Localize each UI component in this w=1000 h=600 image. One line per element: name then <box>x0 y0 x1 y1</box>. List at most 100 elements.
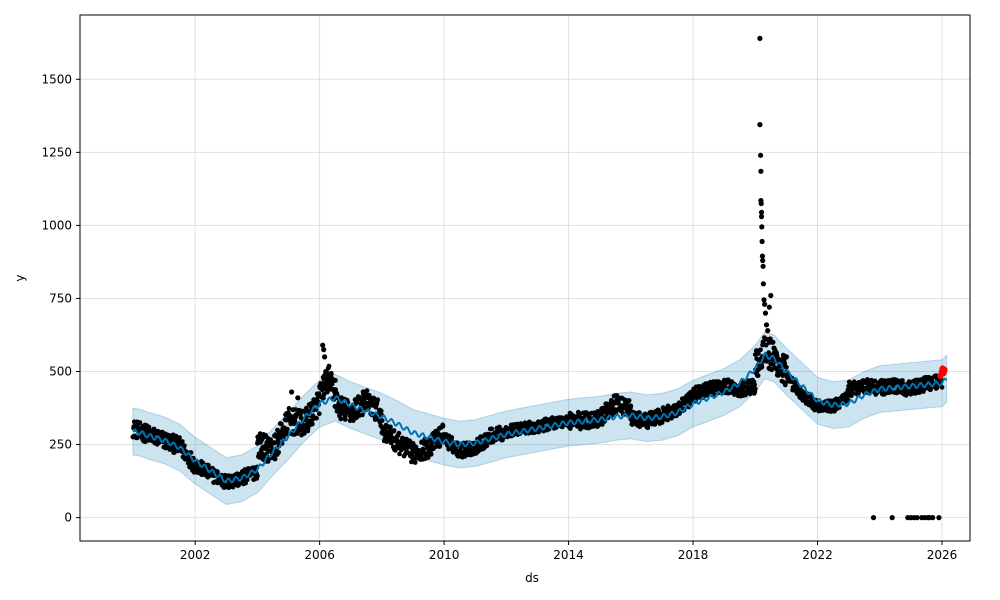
outlier-point <box>758 200 764 207</box>
observed-point <box>268 437 273 442</box>
observed-points <box>130 35 945 521</box>
outlier-point <box>289 389 295 395</box>
observed-point <box>265 458 271 464</box>
observed-point <box>257 455 263 460</box>
observed-point <box>628 403 634 409</box>
observed-point <box>421 447 426 452</box>
observed-point <box>350 418 356 423</box>
x-tick-label: 2014 <box>553 548 584 562</box>
observed-point <box>284 426 290 432</box>
observed-point <box>656 407 661 413</box>
x-tick-label: 2022 <box>802 548 833 562</box>
observed-point <box>449 435 455 440</box>
observed-point <box>326 363 332 369</box>
observed-point <box>333 387 338 392</box>
observed-point <box>489 426 495 432</box>
observed-point <box>182 443 187 449</box>
observed-point <box>900 378 905 383</box>
observed-point <box>752 382 757 388</box>
outlier-point <box>776 357 782 363</box>
observed-point <box>310 417 316 422</box>
outlier-point <box>332 377 338 383</box>
outlier-point <box>320 342 326 348</box>
outlier-point <box>769 339 776 345</box>
observed-point <box>276 449 281 455</box>
zero-point <box>930 515 936 521</box>
y-tick-label: 1000 <box>41 218 72 232</box>
outlier-point <box>295 395 301 401</box>
outlier-point <box>760 263 766 269</box>
outlier-point <box>759 253 766 259</box>
observed-point <box>388 424 393 430</box>
outlier-point <box>322 354 328 360</box>
outlier-point <box>758 152 764 158</box>
outlier-point <box>765 328 771 334</box>
recent-points <box>937 365 948 380</box>
observed-point <box>416 447 422 453</box>
observed-point <box>396 430 402 436</box>
x-tick-label: 2026 <box>927 548 958 562</box>
observed-point <box>928 387 933 393</box>
observed-point <box>379 418 385 423</box>
observed-point <box>321 395 326 401</box>
observed-point <box>364 388 370 394</box>
observed-point <box>179 439 185 444</box>
observed-point <box>614 393 620 398</box>
observed-point <box>440 423 446 429</box>
outlier-point <box>766 304 772 310</box>
y-tick-label: 1250 <box>41 145 72 159</box>
observed-point <box>306 409 311 414</box>
outlier-point <box>760 257 766 264</box>
outlier-point <box>757 35 763 42</box>
outlier-point <box>763 322 770 328</box>
observed-point <box>137 420 143 425</box>
observed-point <box>310 413 316 419</box>
observed-point <box>446 446 451 452</box>
outlier-point <box>768 292 774 299</box>
observed-point <box>752 386 758 392</box>
observed-point <box>626 398 632 403</box>
observed-point <box>437 443 443 449</box>
observed-point <box>244 477 250 483</box>
observed-point <box>342 417 348 422</box>
zero-point <box>914 515 920 521</box>
observed-point <box>758 347 763 353</box>
y-tick-label: 750 <box>49 291 72 305</box>
observed-point <box>756 351 761 356</box>
observed-point <box>412 460 418 465</box>
observed-point <box>305 425 311 431</box>
outlier-point <box>761 297 767 303</box>
outlier-point <box>762 310 769 316</box>
observed-point <box>645 425 651 431</box>
y-tick-label: 500 <box>49 365 72 379</box>
observed-point <box>329 371 334 377</box>
recent-point <box>941 366 948 374</box>
observed-point <box>921 387 926 393</box>
observed-point <box>215 469 220 475</box>
y-tick-label: 0 <box>64 511 72 525</box>
observed-point <box>360 412 365 418</box>
observed-point <box>378 408 384 414</box>
observed-point <box>314 415 319 421</box>
observed-point <box>849 391 855 396</box>
outlier-point <box>758 168 764 174</box>
observed-point <box>206 462 211 468</box>
observed-point <box>255 473 260 479</box>
x-axis-title: ds <box>525 571 539 585</box>
x-tick-label: 2018 <box>678 548 709 562</box>
observed-point <box>567 426 573 431</box>
observed-point <box>908 391 914 397</box>
observed-point <box>316 411 322 417</box>
observed-point <box>397 451 402 457</box>
observed-point <box>338 416 344 422</box>
observed-point <box>413 444 419 450</box>
outlier-point <box>324 380 330 386</box>
outlier-point <box>773 351 780 357</box>
observed-point <box>286 406 292 411</box>
y-axis-ticks: 0 250 500 750 1000 1250 1500 <box>41 72 80 525</box>
x-tick-label: 2002 <box>180 548 211 562</box>
observed-point <box>872 378 878 384</box>
outlier-point <box>783 354 790 360</box>
